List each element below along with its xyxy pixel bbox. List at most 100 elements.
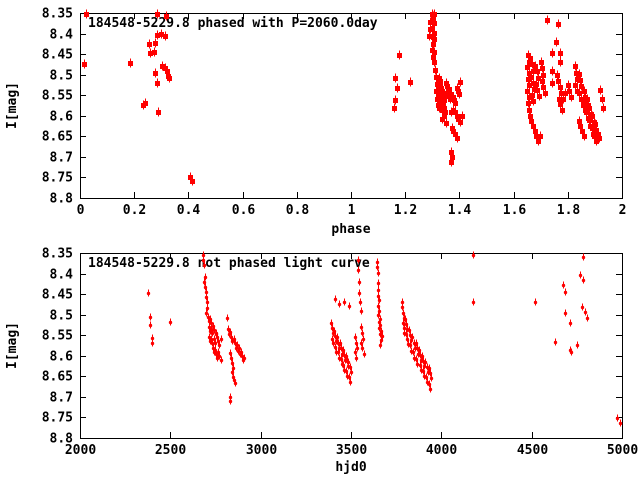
data-point	[444, 81, 449, 86]
data-point	[583, 310, 588, 315]
data-point	[559, 91, 564, 96]
data-point	[213, 341, 218, 346]
data-point	[545, 18, 550, 23]
data-point	[527, 83, 532, 88]
data-point	[331, 341, 336, 346]
data-point	[378, 332, 383, 337]
data-point	[155, 81, 160, 86]
data-point	[448, 97, 453, 102]
data-point	[444, 121, 449, 126]
data-point	[203, 275, 208, 280]
data-point	[527, 60, 532, 65]
data-point	[217, 343, 222, 348]
data-point	[594, 139, 599, 144]
data-point	[550, 69, 555, 74]
data-point	[438, 97, 443, 102]
data-point	[553, 340, 558, 345]
data-point	[148, 315, 153, 320]
data-point	[447, 87, 452, 92]
data-point	[438, 83, 443, 88]
data-point	[128, 61, 133, 66]
data-point	[421, 369, 426, 374]
data-point	[400, 305, 405, 310]
data-point	[432, 21, 437, 26]
data-point	[356, 268, 361, 273]
data-point	[188, 175, 193, 180]
data-point	[201, 258, 206, 263]
data-point	[428, 20, 433, 25]
data-point	[543, 91, 548, 96]
data-point	[146, 291, 151, 296]
data-point	[358, 300, 363, 305]
data-point	[337, 302, 342, 307]
data-point	[168, 320, 173, 325]
data-point	[438, 105, 443, 110]
data-point	[531, 99, 536, 104]
data-point	[219, 358, 224, 363]
data-point	[431, 55, 436, 60]
data-point	[402, 326, 407, 331]
data-point	[377, 298, 382, 303]
data-point	[353, 350, 358, 355]
y-tick-label: 8.55	[42, 329, 73, 344]
data-point	[584, 110, 589, 115]
data-point	[554, 40, 559, 45]
data-point	[165, 69, 170, 74]
data-point	[82, 62, 87, 67]
data-point	[596, 132, 601, 137]
x-tick-label: 4500	[517, 443, 548, 458]
data-point	[360, 346, 365, 351]
data-point	[376, 288, 381, 293]
data-point	[393, 98, 398, 103]
data-point	[450, 126, 455, 131]
data-point	[346, 360, 351, 365]
data-point	[581, 278, 586, 283]
data-point	[578, 78, 583, 83]
data-point	[148, 51, 153, 56]
data-point	[533, 64, 538, 69]
x-tick-label: 0	[77, 203, 85, 218]
data-point	[376, 294, 381, 299]
x-axis-label: hjd0	[335, 460, 366, 475]
data-point	[598, 88, 603, 93]
plot-border	[80, 13, 623, 199]
data-point	[471, 253, 476, 258]
data-point	[582, 101, 587, 106]
data-point	[407, 328, 412, 333]
data-point	[594, 128, 599, 133]
data-point	[456, 89, 461, 94]
data-point	[527, 95, 532, 100]
data-point	[422, 364, 427, 369]
data-point	[550, 51, 555, 56]
data-point	[577, 72, 582, 77]
data-point	[569, 95, 574, 100]
data-point	[354, 356, 359, 361]
data-point	[538, 134, 543, 139]
data-point	[432, 60, 437, 65]
data-point	[428, 371, 433, 376]
x-tick-label: 4000	[426, 443, 457, 458]
data-point	[590, 114, 595, 119]
data-point	[536, 139, 541, 144]
data-point	[581, 255, 586, 260]
data-point	[601, 106, 606, 111]
data-point	[569, 350, 574, 355]
data-point	[357, 291, 362, 296]
y-tick-label: 8.6	[50, 350, 74, 365]
data-point	[408, 80, 413, 85]
data-point	[525, 65, 530, 70]
data-point	[445, 84, 450, 89]
data-point	[563, 91, 568, 96]
data-point	[442, 114, 447, 119]
data-point	[148, 323, 153, 328]
data-point	[229, 356, 234, 361]
data-point	[155, 12, 160, 17]
x-tick-label: 0.6	[232, 203, 256, 218]
data-point	[458, 80, 463, 85]
y-tick-label: 8.8	[50, 192, 74, 207]
data-point	[344, 354, 349, 359]
data-point	[228, 351, 233, 356]
data-point	[526, 77, 531, 82]
data-point	[597, 136, 602, 141]
data-point	[540, 79, 545, 84]
